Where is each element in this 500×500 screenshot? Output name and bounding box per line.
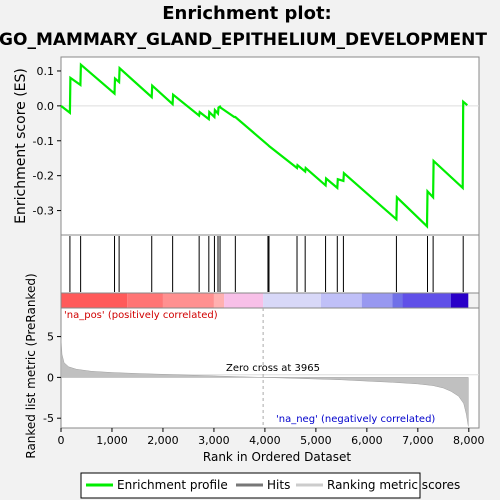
colorbar-segment <box>361 293 393 308</box>
rank-colorbar <box>61 293 469 308</box>
enrichment-profile-line <box>60 62 469 229</box>
legend-ranking-label: Ranking metric scores <box>327 478 460 492</box>
hits-markers <box>69 236 464 292</box>
x-tick-label: 7,000 <box>402 434 434 447</box>
chart-title-line2: GO_MAMMARY_GLAND_EPITHELIUM_DEVELOPMENT <box>0 30 487 50</box>
x-tick-label: 8,000 <box>453 434 485 447</box>
chart-title-line1: Enrichment plot: <box>162 3 332 24</box>
na-neg-label: 'na_neg' (negatively correlated) <box>276 414 435 425</box>
rank-y-axis-label: Ranked list metric (PreRanked) <box>24 273 38 458</box>
legend-hits-label: Hits <box>267 478 290 492</box>
x-tick-label: 6,000 <box>351 434 383 447</box>
ranking-metric-area <box>60 338 469 427</box>
es-y-tick-label: -0.2 <box>33 170 54 183</box>
es-y-tick-label: -0.3 <box>33 205 54 218</box>
hits-panel-frame <box>60 234 480 294</box>
es-y-axis-label: Enrichment score (ES) <box>13 68 29 224</box>
colorbar-segment <box>392 293 403 308</box>
rank-y-tick-label: 5 <box>47 331 54 344</box>
rank-y-axis: 5 0 -5 <box>43 331 61 425</box>
colorbar-segment <box>224 293 264 308</box>
x-tick-label: 5,000 <box>300 434 332 447</box>
x-tick-label: 1,000 <box>96 434 128 447</box>
colorbar-segment <box>402 293 451 308</box>
colorbar-segment <box>162 293 214 308</box>
x-tick-label: 2,000 <box>147 434 179 447</box>
rank-y-tick-label: -5 <box>43 412 54 425</box>
colorbar-segment <box>127 293 163 308</box>
na-pos-label: 'na_pos' (positively correlated) <box>64 310 218 321</box>
rank-y-tick-label: 0 <box>47 371 54 384</box>
es-y-tick-label: 0.1 <box>37 65 55 78</box>
es-y-tick-label: 0.0 <box>37 100 55 113</box>
colorbar-segment <box>263 293 321 308</box>
x-axis: 0 1,000 2,000 3,000 4,000 5,000 6,000 7,000 8,00… <box>58 428 485 447</box>
x-tick-label: 3,000 <box>198 434 230 447</box>
colorbar-segment <box>61 293 128 308</box>
es-y-tick-label: -0.1 <box>33 135 54 148</box>
x-tick-label: 0 <box>58 434 65 447</box>
legend-enrichment-label: Enrichment profile <box>117 478 228 492</box>
colorbar-segment <box>450 293 469 308</box>
zero-cross-label: Zero cross at 3965 <box>226 363 320 374</box>
es-y-axis: 0.1 0.0 -0.1 -0.2 -0.3 <box>33 65 61 218</box>
colorbar-segment <box>213 293 225 308</box>
x-axis-label: Rank in Ordered Dataset <box>203 450 351 464</box>
colorbar-segment <box>320 293 362 308</box>
x-tick-label: 4,000 <box>249 434 281 447</box>
